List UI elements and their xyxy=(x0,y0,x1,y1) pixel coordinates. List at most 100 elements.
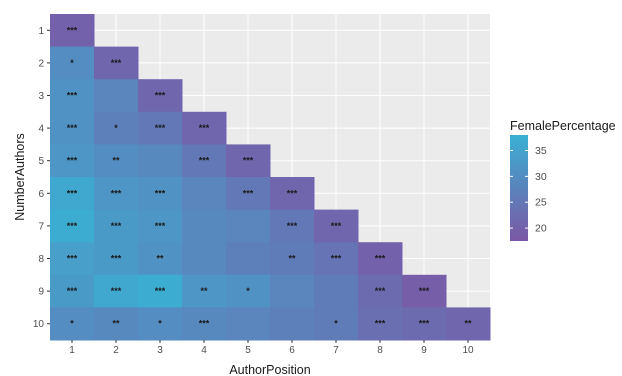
heatmap-cell xyxy=(402,274,447,308)
y-axis-title: NumberAuthors xyxy=(13,133,27,221)
heatmap-cell xyxy=(50,111,95,145)
heatmap-cell xyxy=(138,79,183,113)
significance-label: *** xyxy=(67,221,78,231)
significance-label: *** xyxy=(243,188,254,198)
heatmap-cell xyxy=(138,209,183,243)
heatmap-cell xyxy=(94,46,139,80)
significance-label: *** xyxy=(67,156,78,166)
heatmap-cell xyxy=(94,177,139,211)
significance-label: *** xyxy=(155,188,166,198)
significance-label: *** xyxy=(67,286,78,296)
y-tick-label: 2 xyxy=(38,58,44,69)
heatmap-cell xyxy=(94,144,139,178)
heatmap-cell xyxy=(226,274,271,308)
significance-label: * xyxy=(70,319,74,329)
heatmap-cell xyxy=(270,242,315,276)
heatmap-cell xyxy=(50,144,95,178)
significance-label: * xyxy=(70,58,74,68)
significance-label: *** xyxy=(331,221,342,231)
heatmap-cell xyxy=(314,307,359,341)
heatmap-cell xyxy=(94,79,139,113)
significance-label: *** xyxy=(199,123,210,133)
heatmap-cell xyxy=(138,144,183,178)
heatmap-cell xyxy=(138,177,183,211)
significance-label: *** xyxy=(419,319,430,329)
heatmap-cell xyxy=(226,307,271,341)
heatmap-cell xyxy=(182,111,227,145)
heatmap-cell xyxy=(314,209,359,243)
significance-label: *** xyxy=(243,156,254,166)
significance-label: *** xyxy=(67,25,78,35)
significance-label: *** xyxy=(111,286,122,296)
significance-label: *** xyxy=(199,156,210,166)
heatmap-cell xyxy=(270,209,315,243)
legend-colorbar xyxy=(510,135,528,241)
y-tick-label: 10 xyxy=(33,319,45,330)
x-tick-label: 3 xyxy=(157,345,163,356)
significance-label: * xyxy=(114,123,118,133)
x-tick-label: 8 xyxy=(377,345,383,356)
y-axis-ticks: 1 2 3 4 5 6 7 8 9 10 xyxy=(33,26,50,330)
heatmap-cell xyxy=(50,274,95,308)
heatmap-cell xyxy=(50,79,95,113)
significance-label: *** xyxy=(375,286,386,296)
heatmap-cell xyxy=(138,111,183,145)
heatmap-cell xyxy=(358,274,403,308)
heatmap-cell xyxy=(226,209,271,243)
significance-label: *** xyxy=(155,91,166,101)
significance-label: *** xyxy=(287,221,298,231)
heatmap-cell xyxy=(402,307,447,341)
significance-label: * xyxy=(158,319,162,329)
heatmap-cell xyxy=(270,177,315,211)
heatmap-cell xyxy=(94,274,139,308)
x-tick-label: 9 xyxy=(421,345,427,356)
heatmap-cell xyxy=(94,111,139,145)
significance-label: *** xyxy=(111,188,122,198)
legend-title: FemalePercentage xyxy=(510,119,616,133)
significance-label: *** xyxy=(67,123,78,133)
significance-label: *** xyxy=(375,254,386,264)
significance-label: ** xyxy=(156,254,164,264)
significance-label: *** xyxy=(155,286,166,296)
significance-label: *** xyxy=(67,91,78,101)
significance-label: *** xyxy=(287,188,298,198)
heatmap-cell xyxy=(270,274,315,308)
x-tick-label: 1 xyxy=(69,345,75,356)
heatmap-cell xyxy=(314,274,359,308)
heatmap-cell xyxy=(226,177,271,211)
significance-label: *** xyxy=(111,58,122,68)
y-tick-label: 1 xyxy=(38,26,44,37)
x-tick-label: 10 xyxy=(462,345,474,356)
heatmap-cell xyxy=(138,274,183,308)
significance-label: ** xyxy=(288,254,296,264)
y-tick-label: 8 xyxy=(38,254,44,265)
x-tick-label: 5 xyxy=(245,345,251,356)
y-tick-label: 7 xyxy=(38,221,44,232)
heatmap-cell xyxy=(94,307,139,341)
heatmap-cell xyxy=(50,46,95,80)
significance-label: *** xyxy=(331,254,342,264)
heatmap-cell xyxy=(50,307,95,341)
x-axis-ticks: 1 2 3 4 5 6 7 8 9 10 xyxy=(69,340,474,356)
legend-tick-label: 35 xyxy=(535,145,547,157)
x-tick-label: 4 xyxy=(201,345,207,356)
significance-label: * xyxy=(246,286,250,296)
significance-label: *** xyxy=(199,319,210,329)
y-tick-label: 6 xyxy=(38,189,44,200)
heatmap-cell xyxy=(182,209,227,243)
heatmap-cell xyxy=(314,242,359,276)
legend-ticks: 20 25 30 35 xyxy=(510,145,547,235)
heatmap-cell xyxy=(182,242,227,276)
significance-label: ** xyxy=(464,319,472,329)
x-tick-label: 6 xyxy=(289,345,295,356)
legend-tick-label: 20 xyxy=(535,223,547,235)
heatmap-cell xyxy=(182,177,227,211)
x-tick-label: 2 xyxy=(113,345,119,356)
y-tick-label: 4 xyxy=(38,124,44,135)
y-tick-label: 5 xyxy=(38,156,44,167)
y-tick-label: 3 xyxy=(38,91,44,102)
heatmap-cell xyxy=(50,14,95,48)
significance-label: ** xyxy=(200,286,208,296)
significance-label: *** xyxy=(111,221,122,231)
